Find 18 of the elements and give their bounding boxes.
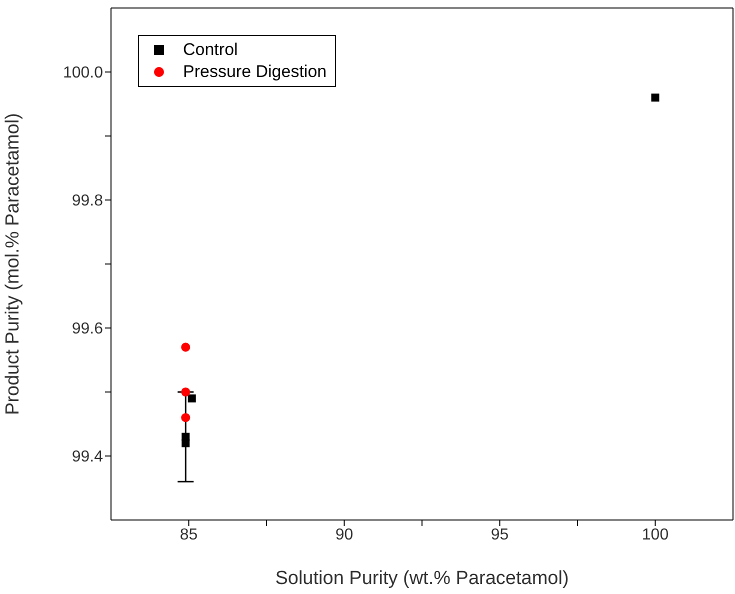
x-axis-title: Solution Purity (wt.% Paracetamol) (275, 568, 569, 589)
legend-label: Control (183, 39, 238, 61)
legend-label: Pressure Digestion (183, 61, 327, 83)
point (181, 413, 190, 422)
x-tick-label: 85 (180, 526, 198, 544)
x-tick-label: 95 (490, 526, 509, 544)
point (181, 342, 190, 352)
y-axis-title: Product Purity (mol.% Paracetamol) (2, 113, 24, 415)
y-tick-label: 100.0 (62, 64, 104, 82)
point (188, 394, 196, 402)
x-tick-label: 100 (642, 526, 669, 544)
point (182, 439, 190, 448)
y-tick-label: 99.6 (72, 320, 104, 338)
point (181, 387, 190, 397)
y-tick-label: 99.8 (72, 192, 104, 210)
x-tick-label: 90 (335, 526, 354, 544)
y-tick-label: 99.4 (72, 448, 104, 466)
point (651, 94, 660, 102)
